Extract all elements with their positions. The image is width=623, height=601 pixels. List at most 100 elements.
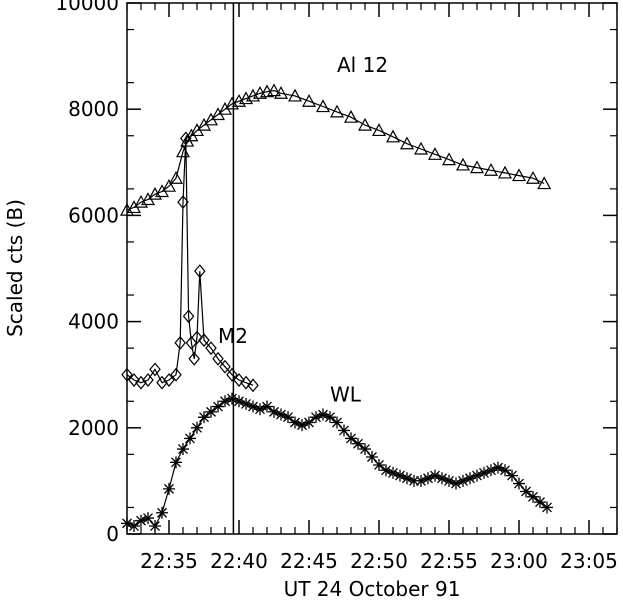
- data-point-asterisk: [282, 411, 294, 424]
- data-point-asterisk: [464, 472, 476, 485]
- data-point-asterisk: [212, 400, 224, 413]
- data-point-diamond: [128, 373, 140, 387]
- series-line: [126, 89, 545, 211]
- series-label: WL: [330, 382, 362, 406]
- data-point-diamond: [180, 131, 192, 146]
- data-point-asterisk: [527, 490, 539, 503]
- data-point-triangle: [427, 147, 443, 160]
- data-point-asterisk: [261, 400, 273, 413]
- data-point-asterisk: [149, 520, 161, 533]
- data-point-asterisk: [457, 474, 469, 487]
- data-point-diamond: [226, 367, 238, 382]
- data-point-asterisk: [520, 485, 532, 498]
- data-point-asterisk: [310, 411, 322, 424]
- y-axis-title: Scaled cts (B): [3, 199, 27, 337]
- data-point-diamond: [194, 264, 206, 279]
- y-tick-label: 10000: [55, 0, 119, 15]
- series-wl: WL: [121, 382, 553, 533]
- data-point-triangle: [161, 178, 177, 192]
- data-point-triangle: [266, 83, 282, 97]
- data-point-asterisk: [303, 416, 315, 429]
- data-point-asterisk: [436, 472, 448, 485]
- data-point-asterisk: [289, 416, 301, 429]
- data-point-asterisk: [219, 395, 231, 408]
- data-point-asterisk: [366, 451, 378, 464]
- data-point-diamond: [174, 335, 186, 350]
- data-point-triangle: [329, 104, 345, 118]
- data-point-asterisk: [184, 432, 196, 445]
- data-point-triangle: [301, 93, 317, 107]
- data-point-diamond: [188, 351, 200, 366]
- data-point-asterisk: [408, 474, 420, 487]
- data-point-asterisk: [121, 517, 133, 530]
- x-tick-label: 22:35: [140, 549, 198, 573]
- data-point-asterisk: [170, 456, 182, 469]
- data-point-asterisk: [345, 432, 357, 445]
- data-point-asterisk: [163, 482, 175, 495]
- data-point-asterisk: [268, 405, 280, 418]
- data-point-asterisk: [226, 392, 238, 405]
- data-point-asterisk: [247, 400, 259, 413]
- data-point-asterisk: [142, 512, 154, 525]
- y-tick-label: 0: [106, 522, 119, 546]
- data-point-asterisk: [422, 472, 434, 485]
- x-tick-label: 22:55: [420, 549, 478, 573]
- y-tick-label: 8000: [68, 97, 119, 121]
- data-point-asterisk: [135, 514, 147, 527]
- data-point-asterisk: [541, 501, 553, 514]
- data-point-asterisk: [373, 458, 385, 471]
- data-point-triangle: [343, 109, 359, 123]
- data-point-asterisk: [401, 472, 413, 485]
- data-point-diamond: [170, 367, 182, 382]
- data-point-triangle: [537, 176, 552, 190]
- data-point-diamond: [191, 330, 203, 345]
- data-point-diamond: [233, 373, 245, 387]
- data-point-asterisk: [415, 474, 427, 487]
- data-point-triangle: [469, 160, 485, 174]
- data-point-asterisk: [450, 477, 462, 490]
- data-point-triangle: [385, 129, 401, 143]
- x-axis-title: UT 24 October 91: [284, 577, 461, 601]
- data-point-asterisk: [492, 461, 504, 474]
- data-point-diamond: [198, 333, 210, 348]
- data-point-diamond: [149, 362, 161, 377]
- y-tick-label: 4000: [68, 310, 119, 334]
- data-point-triangle: [273, 86, 289, 99]
- data-point-triangle: [441, 152, 457, 166]
- data-point-asterisk: [443, 474, 455, 487]
- data-point-asterisk: [317, 408, 329, 421]
- data-point-triangle: [413, 141, 429, 155]
- data-point-asterisk: [205, 405, 217, 418]
- data-point-asterisk: [471, 469, 483, 482]
- plot-frame: [126, 2, 618, 535]
- data-point-asterisk: [338, 424, 350, 437]
- ticks: 0 2000 4000 6000 8000 10000 22:35 22:40 22:45 22:…: [55, 0, 617, 573]
- labels: UT 24 October 91 Scaled cts (B): [3, 199, 460, 601]
- data-point-diamond: [212, 351, 224, 366]
- series-m2: M2: [121, 131, 259, 393]
- data-point-asterisk: [156, 506, 168, 519]
- data-point-triangle: [168, 170, 184, 184]
- data-point-asterisk: [331, 416, 343, 429]
- data-point-asterisk: [296, 419, 308, 432]
- x-tick-label: 22:45: [280, 549, 338, 573]
- data-point-diamond: [156, 375, 168, 390]
- data-point-triangle: [525, 170, 541, 184]
- data-point-asterisk: [387, 466, 399, 479]
- data-point-triangle: [371, 123, 387, 137]
- y-tick-label: 6000: [68, 203, 119, 227]
- x-tick-label: 22:40: [210, 549, 268, 573]
- data-point-diamond: [247, 378, 259, 393]
- axes: [126, 2, 618, 535]
- data-point-asterisk: [275, 408, 287, 421]
- data-point-asterisk: [233, 395, 245, 408]
- data-point-diamond: [205, 341, 217, 356]
- data-point-triangle: [497, 165, 513, 179]
- data-point-asterisk: [352, 437, 364, 450]
- series-al-12: Al 12: [119, 53, 552, 216]
- data-point-diamond: [142, 373, 154, 387]
- data-point-diamond: [219, 359, 231, 374]
- data-point-diamond: [240, 375, 252, 390]
- data-point-asterisk: [478, 466, 490, 479]
- data-point-diamond: [163, 373, 175, 387]
